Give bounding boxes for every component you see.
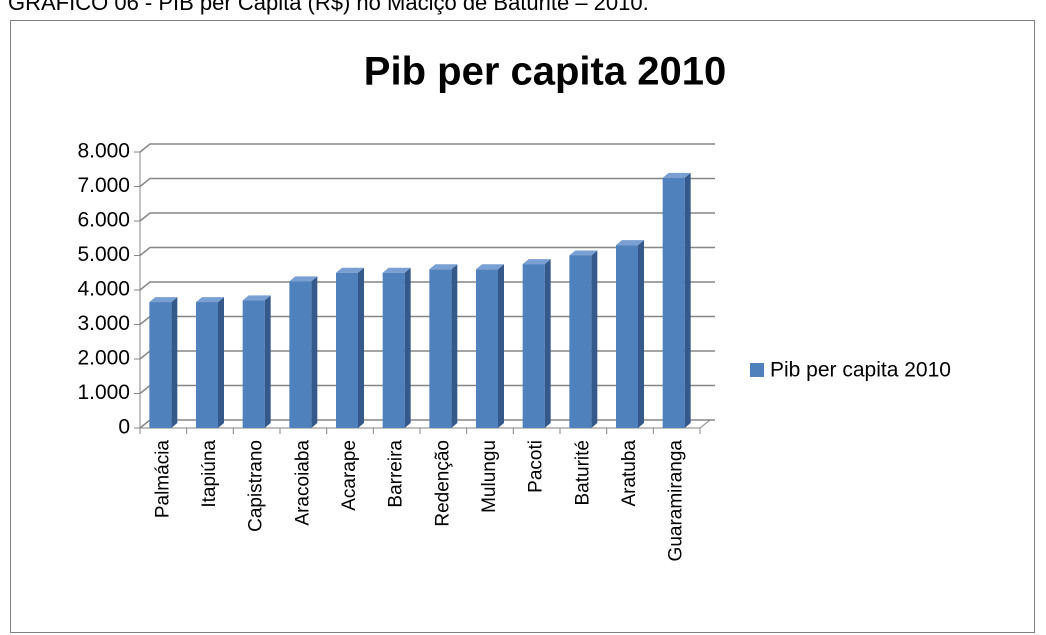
y-tick-label: 5.000 (77, 243, 130, 266)
y-tick-label: 0 (118, 416, 130, 439)
grid-line (139, 246, 715, 257)
x-tick-label: Barreira (386, 440, 407, 508)
x-tick-label: Acarape (339, 440, 360, 511)
bar (476, 269, 498, 428)
bar-side (684, 172, 691, 428)
x-tick-label: Redenção (432, 440, 453, 527)
x-tick-label: Guaramiranga (666, 440, 687, 562)
bar-top (429, 264, 458, 270)
bar (662, 177, 685, 428)
x-tick-label: Itapiúna (199, 440, 220, 508)
bar-top (522, 259, 551, 265)
legend-swatch (750, 363, 764, 377)
bar-top (662, 172, 691, 178)
bar-side (544, 259, 551, 428)
bar (289, 281, 312, 428)
grid-line (139, 177, 715, 188)
x-tick-label: Aracoiaba (292, 440, 313, 526)
x-tick-label: Capistrano (246, 440, 267, 532)
bar (522, 264, 545, 428)
caption: GRÁFICO 06 - PIB per Capita (R$) no Maci… (8, 0, 649, 15)
bar-top (569, 250, 598, 256)
bar (242, 300, 265, 428)
bar-side (591, 250, 598, 428)
y-tick-label: 7.000 (77, 174, 130, 197)
bar-top (616, 240, 644, 246)
bar-top (476, 264, 504, 270)
bar-top (336, 267, 364, 273)
y-tick-label: 4.000 (77, 278, 130, 301)
bar (336, 272, 358, 428)
x-tick-label: Baturité (572, 440, 593, 505)
bar (196, 302, 218, 428)
bar (569, 255, 592, 428)
y-tick-label: 3.000 (77, 312, 130, 335)
bar-side (404, 267, 411, 428)
bar-side (171, 297, 178, 428)
y-tick-label: 8.000 (77, 140, 130, 163)
chart-title: Pib per capita 2010 (364, 50, 726, 94)
grid-line (139, 212, 715, 222)
bar-side (218, 297, 224, 428)
bar-top (382, 267, 411, 273)
bar-top (149, 297, 178, 303)
bar (382, 272, 405, 428)
bar-side (451, 264, 458, 428)
x-tick-label: Aratuba (619, 440, 640, 507)
bar-side (311, 276, 318, 428)
bar-side (638, 240, 644, 428)
y-tick-label: 1.000 (77, 381, 130, 404)
bar (149, 302, 172, 428)
x-tick-label: Palmácia (152, 440, 173, 519)
x-tick-label: Mulungu (479, 440, 500, 513)
grid-line (139, 143, 715, 153)
x-tick-label: Pacoti (526, 440, 547, 493)
bar-side (498, 264, 504, 428)
y-tick-label: 6.000 (77, 209, 130, 232)
bar-side (264, 295, 271, 428)
legend-label: Pib per capita 2010 (770, 359, 951, 382)
bar (429, 269, 452, 428)
bar-top (196, 297, 224, 303)
y-tick-label: 2.000 (77, 347, 130, 370)
bar-top (242, 295, 271, 301)
bar-top (289, 276, 318, 282)
bar-side (358, 267, 364, 428)
bar (616, 245, 638, 428)
chart-border (10, 20, 1035, 633)
